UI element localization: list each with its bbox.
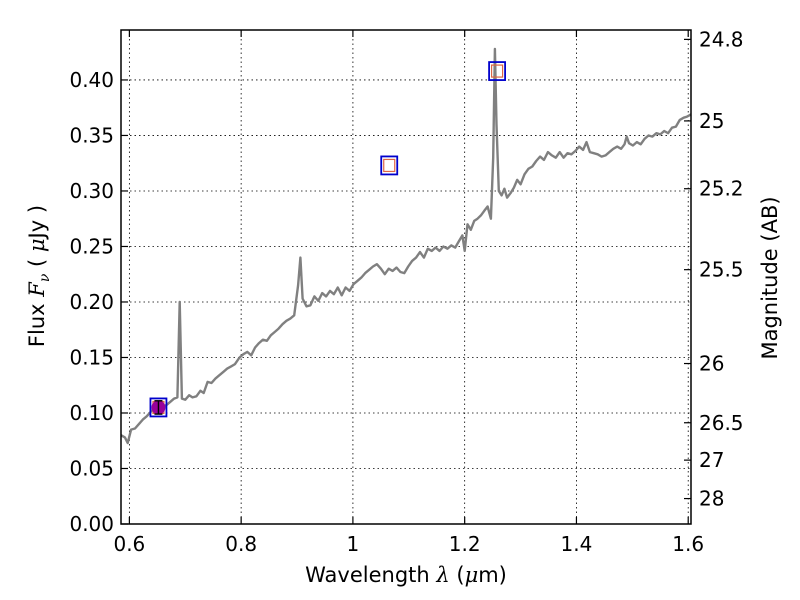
grid-lines [121,30,691,525]
model-flux-marker [488,61,506,81]
magnitude-tick-label: 26 [699,352,724,376]
observed-flux-marker [383,158,396,173]
y-tick-label: 0.35 [69,123,114,147]
magnitude-tick-label: 25.5 [699,258,744,282]
y-axis-label: Flux Fν ( μJy ) [25,205,53,347]
x-tick-label: 0.8 [225,532,257,556]
magnitude-tick-label: 25 [699,109,724,133]
y-tick-label: 0.00 [69,512,114,536]
model-flux-marker [380,155,399,176]
y-tick-label: 0.15 [69,345,114,369]
magnitude-tick-label: 24.8 [699,27,744,51]
x-tick-label: 1.2 [449,532,481,556]
model-flux-marker [149,397,168,418]
magnitude-tick-label: 25.2 [699,177,744,201]
plot-frame [120,29,692,525]
y-tick-label: 0.30 [69,179,114,203]
x-tick-label: 1 [347,532,360,556]
magnitude-tick-label: 26.5 [699,411,744,435]
photometry-markers [149,61,506,418]
y-tick-label: 0.25 [69,234,114,258]
y-tick-label: 0.40 [69,68,114,92]
magnitude-tick-label: 27 [699,448,724,472]
x-axis-label: Wavelength λ (μm) [305,563,507,587]
y-tick-label: 0.10 [69,401,114,425]
spectrum-line [120,47,692,445]
axis-ticks: 0.6 0.8 1 1.2 1.4 1.6 0.00 0.05 0.10 0.15 0.20 0.25… [69,27,743,556]
magnitude-axis-label: Magnitude (AB) [758,196,782,359]
observed-flux-marker [490,64,504,78]
spectrum-series [120,47,692,445]
y-tick-label: 0.20 [69,290,114,314]
y-tick-label: 0.05 [69,456,114,480]
x-tick-label: 1.6 [672,532,704,556]
x-tick-label: 0.6 [113,532,145,556]
x-tick-label: 1.4 [561,532,593,556]
magnitude-tick-label: 28 [699,487,724,511]
